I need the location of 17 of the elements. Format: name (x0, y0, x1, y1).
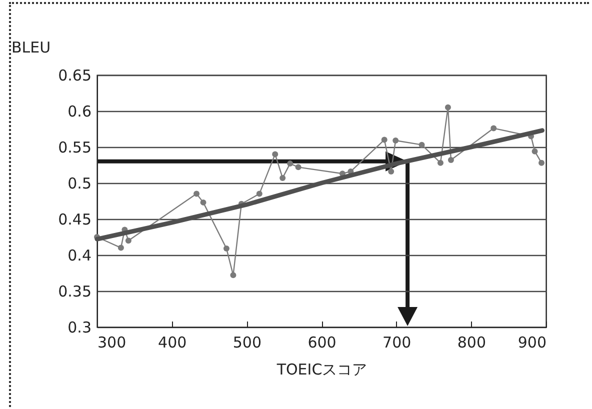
x-tick-label: 600 (308, 334, 336, 352)
x-axis-title: TOEICスコア (276, 360, 368, 378)
y-tick-label: 0.35 (58, 282, 92, 300)
y-tick-label: 0.3 (68, 318, 92, 336)
y-tick-label: 0.65 (58, 66, 92, 84)
x-tick-label: 900 (518, 334, 546, 352)
x-tick-label: 700 (382, 334, 412, 352)
y-tick-label: 0.55 (58, 138, 92, 156)
x-tick-label: 800 (457, 334, 486, 352)
y-axis-title: BLEU (12, 38, 51, 56)
x-tick-label: 500 (232, 334, 262, 352)
y-tick-label: 0.5 (68, 174, 92, 192)
y-tick-label: 0.45 (58, 210, 92, 228)
y-tick-label: 0.4 (68, 246, 92, 264)
x-tick-label: 300 (98, 334, 126, 352)
y-tick-label: 0.6 (68, 102, 92, 120)
x-tick-label: 400 (158, 334, 187, 352)
